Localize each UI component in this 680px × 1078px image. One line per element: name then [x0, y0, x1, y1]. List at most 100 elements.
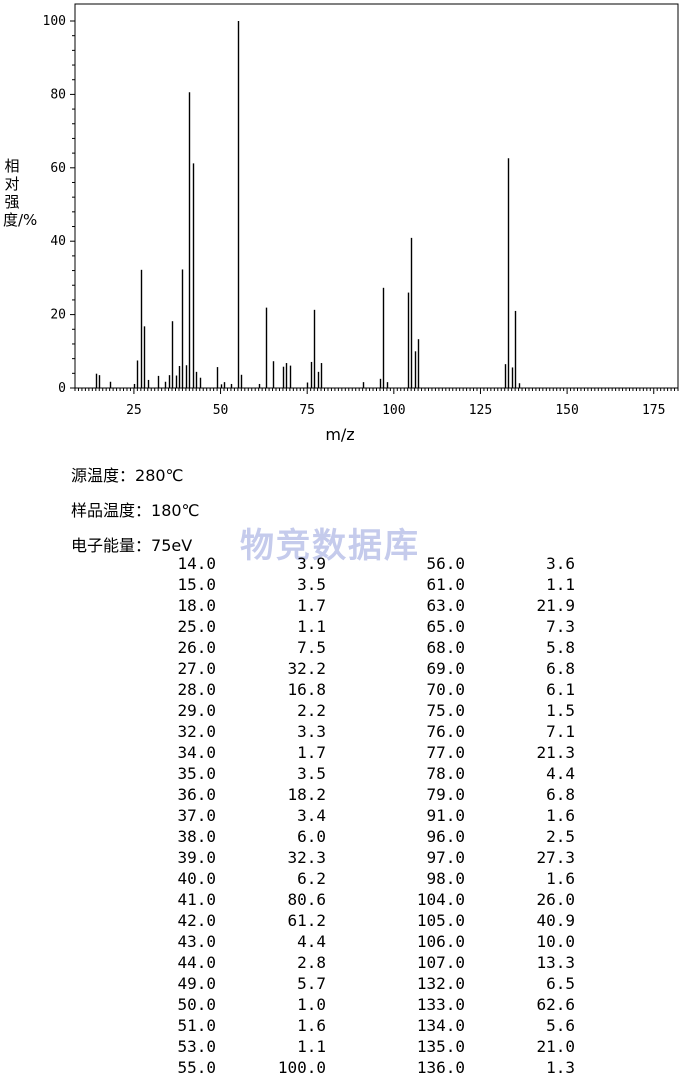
mass-spectrum-chart: 0 20 40 60 80 100 25 50 75 100 125 150 175 [43, 3, 679, 418]
peak-abundance: 10.0 [536, 932, 575, 951]
peak-abundance: 3.6 [546, 554, 575, 573]
peak-mz: 29.0 [177, 701, 216, 720]
peak-mz: 39.0 [177, 848, 216, 867]
peak-abundance: 21.9 [536, 596, 575, 615]
sample-temperature-value: 180℃ [151, 501, 200, 520]
peak-row: 36.0 18.2 [156, 784, 326, 805]
peak-abundance: 6.0 [297, 827, 326, 846]
peak-row: 43.0 4.4 [156, 931, 326, 952]
peak-row: 97.0 27.3 [405, 847, 575, 868]
peak-abundance: 1.6 [546, 869, 575, 888]
peak-abundance: 62.6 [536, 995, 575, 1014]
y-tick-label: 0 [58, 381, 66, 396]
peak-row: 61.0 1.1 [405, 574, 575, 595]
peak-mz: 69.0 [426, 659, 465, 678]
peak-row: 49.0 5.7 [156, 973, 326, 994]
peak-row: 68.0 5.8 [405, 637, 575, 658]
peak-abundance: 7.3 [546, 617, 575, 636]
peak-mz: 61.0 [426, 575, 465, 594]
peak-abundance: 26.0 [536, 890, 575, 909]
peak-abundance: 16.8 [287, 680, 326, 699]
peak-mz: 96.0 [426, 827, 465, 846]
peak-abundance: 1.0 [297, 995, 326, 1014]
peak-mz: 91.0 [426, 806, 465, 825]
peak-row: 35.0 3.5 [156, 763, 326, 784]
peak-row: 28.0 16.8 [156, 679, 326, 700]
peak-abundance: 3.5 [297, 575, 326, 594]
peak-row: 25.0 1.1 [156, 616, 326, 637]
peak-abundance: 1.7 [297, 743, 326, 762]
peak-abundance: 4.4 [297, 932, 326, 951]
peak-abundance: 3.4 [297, 806, 326, 825]
y-axis: 0 20 40 60 80 100 [43, 14, 75, 396]
peak-mz: 136.0 [416, 1058, 465, 1077]
x-tick-label: 50 [213, 403, 229, 418]
peak-abundance: 13.3 [536, 953, 575, 972]
peak-abundance: 6.8 [546, 659, 575, 678]
peak-row: 27.0 32.2 [156, 658, 326, 679]
peak-abundance: 2.2 [297, 701, 326, 720]
peak-mz: 14.0 [177, 554, 216, 573]
peak-mz: 106.0 [416, 932, 465, 951]
peak-mz: 34.0 [177, 743, 216, 762]
peak-table-right: 56.0 3.6 61.0 1.1 63.0 21.9 65.0 7.3 68.0 5.8 69.0… [405, 553, 575, 1078]
peak-row: 77.0 21.3 [405, 742, 575, 763]
sample-temperature-label: 样品温度： [71, 501, 152, 520]
peak-row: 107.0 13.3 [405, 952, 575, 973]
peak-abundance: 100.0 [277, 1058, 326, 1077]
peak-mz: 53.0 [177, 1037, 216, 1056]
peak-mz: 65.0 [426, 617, 465, 636]
peak-row: 40.0 6.2 [156, 868, 326, 889]
peak-row: 106.0 10.0 [405, 931, 575, 952]
x-tick-label: 100 [382, 403, 405, 418]
x-tick-label: 150 [555, 403, 578, 418]
peak-row: 76.0 7.1 [405, 721, 575, 742]
peak-mz: 133.0 [416, 995, 465, 1014]
y-tick-label: 100 [43, 14, 66, 29]
peak-row: 37.0 3.4 [156, 805, 326, 826]
x-axis: 25 50 75 100 125 150 175 [74, 388, 679, 418]
peak-row: 14.0 3.9 [156, 553, 326, 574]
peak-abundance: 2.5 [546, 827, 575, 846]
peak-mz: 79.0 [426, 785, 465, 804]
peak-abundance: 1.1 [297, 1037, 326, 1056]
peak-row: 65.0 7.3 [405, 616, 575, 637]
peak-abundance: 6.5 [546, 974, 575, 993]
x-tick-label: 25 [126, 403, 142, 418]
peak-mz: 97.0 [426, 848, 465, 867]
peak-row: 134.0 5.6 [405, 1015, 575, 1036]
peak-mz: 68.0 [426, 638, 465, 657]
peak-mz: 49.0 [177, 974, 216, 993]
peak-abundance: 61.2 [287, 911, 326, 930]
y-tick-label: 40 [50, 234, 66, 249]
peak-mz: 78.0 [426, 764, 465, 783]
peak-abundance: 32.2 [287, 659, 326, 678]
peak-row: 133.0 62.6 [405, 994, 575, 1015]
peak-mz: 55.0 [177, 1058, 216, 1077]
peak-abundance: 1.1 [297, 617, 326, 636]
peak-mz: 26.0 [177, 638, 216, 657]
peak-mz: 43.0 [177, 932, 216, 951]
peak-abundance: 18.2 [287, 785, 326, 804]
peak-abundance: 1.6 [546, 806, 575, 825]
peak-mz: 50.0 [177, 995, 216, 1014]
y-tick-label: 20 [50, 308, 66, 323]
peak-row: 70.0 6.1 [405, 679, 575, 700]
peak-mz: 76.0 [426, 722, 465, 741]
electron-energy-label: 电子能量： [71, 536, 152, 555]
peak-mz: 35.0 [177, 764, 216, 783]
peak-row: 50.0 1.0 [156, 994, 326, 1015]
peak-mz: 38.0 [177, 827, 216, 846]
peak-abundance: 7.5 [297, 638, 326, 657]
peak-abundance: 4.4 [546, 764, 575, 783]
peak-mz: 104.0 [416, 890, 465, 909]
peak-mz: 107.0 [416, 953, 465, 972]
peak-mz: 77.0 [426, 743, 465, 762]
peak-mz: 40.0 [177, 869, 216, 888]
peak-mz: 28.0 [177, 680, 216, 699]
peak-abundance: 5.7 [297, 974, 326, 993]
peak-row: 91.0 1.6 [405, 805, 575, 826]
source-temperature-label: 源温度： [71, 466, 136, 485]
peak-abundance: 1.7 [297, 596, 326, 615]
peak-abundance: 80.6 [287, 890, 326, 909]
